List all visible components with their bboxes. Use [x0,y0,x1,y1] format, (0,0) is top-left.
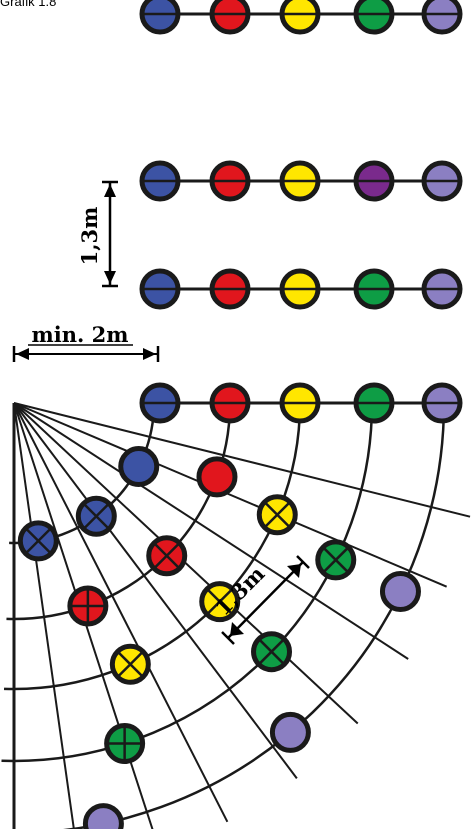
ring-4-plant-3 [104,722,146,764]
min-distance-arrow-right [143,348,156,360]
row-3-plant-4 [353,268,395,310]
row-spacing-arrow-down [104,271,116,284]
fan-spoke-8 [13,402,75,829]
fan-spoke-3 [13,402,409,660]
row-4-plant-1 [139,382,181,424]
row-1-plant-5-circle [421,0,463,35]
fan-spoke-7 [13,402,154,829]
row-spacing-label: 1,3m [77,207,102,266]
row-3-plant-5 [421,268,463,310]
ring-2-plant-1 [196,456,238,498]
row-2-plant-4 [353,160,395,202]
radial-spacing-arrow-start [230,622,244,636]
ring-3-plant-3 [109,643,151,685]
ring-3-plant-1-cross-b [263,500,292,529]
row-3-plant-1 [139,268,181,310]
plant-circles [17,0,463,829]
fan-spoke-1 [13,402,471,518]
ring-4-plant-2 [251,631,293,673]
row-spacing-arrow-up [104,184,116,197]
ring-5-plant-3 [82,803,124,829]
ring-4-plant-2-cross-b [257,637,286,666]
ring-5-plant-1 [379,570,421,612]
min-distance-label: min. 2m [32,322,129,347]
row-1-plant-3-circle [279,0,321,35]
row-3-plant-2 [209,268,251,310]
figure-caption: Grafik 1.8 [0,0,57,9]
row-2-plant-1 [139,160,181,202]
row-1-plant-1-circle [139,0,181,35]
row-2-plant-3 [279,160,321,202]
ring-1-plant-3 [17,520,59,562]
row-4-plant-4 [353,382,395,424]
ring-3-plant-1 [256,494,298,536]
row-1-plant-2 [209,0,251,35]
ring-1-plant-2-cross-b [82,502,111,531]
ring-4-plant-1 [315,539,357,581]
ring-4-plant-1-cross-b [321,546,350,574]
ring-2-plant-2-cross-b [152,541,181,570]
row-spacing-dimension: 1,3m [77,180,118,288]
ring-3-plant-3-cross-b [116,650,145,679]
row-1-plant-5 [421,0,463,35]
min-distance-arrow-left [16,348,29,360]
ring-2-plant-1-circle [196,456,238,498]
row-1-plant-4 [353,0,395,35]
fan-spoke-2 [13,402,448,588]
row-1-plant-4-circle [353,0,395,35]
radial-spacing-arrow-end [287,564,301,578]
row-lines [160,12,442,405]
ring-1-plant-1 [118,446,160,488]
fan-spoke-6 [13,402,229,823]
fan-spoke-4 [13,402,359,725]
row-4-plant-2 [209,382,251,424]
row-3-plant-3 [279,268,321,310]
ring-3-plant-2-cross-b [205,587,234,616]
radial-spacing-line [227,561,304,639]
ring-5-plant-2-circle [269,711,311,753]
min-distance-dimension: min. 2m [12,322,160,362]
ring-3-plant-2 [199,581,241,623]
ring-1-plant-1-circle [118,446,160,488]
ring-2-plant-2 [146,535,188,577]
ring-2-plant-3 [67,585,109,627]
row-2-plant-5 [421,160,463,202]
row-2-plant-2 [209,160,251,202]
ring-5-plant-3-circle [82,803,124,829]
ring-5-plant-2 [269,711,311,753]
ring-1-plant-2 [75,495,117,537]
row-1-plant-3 [279,0,321,35]
row-4-plant-5 [421,382,463,424]
radial-spacing-tick-end [296,555,310,569]
row-1-plant-2-circle [209,0,251,35]
fan-spoke-5 [13,402,298,779]
row-1-plant-1 [139,0,181,35]
ring-1-plant-3-cross-b [24,526,53,555]
row-4-plant-3 [279,382,321,424]
ring-5-plant-1-circle [379,570,421,612]
radial-spacing-tick-start [221,631,235,645]
